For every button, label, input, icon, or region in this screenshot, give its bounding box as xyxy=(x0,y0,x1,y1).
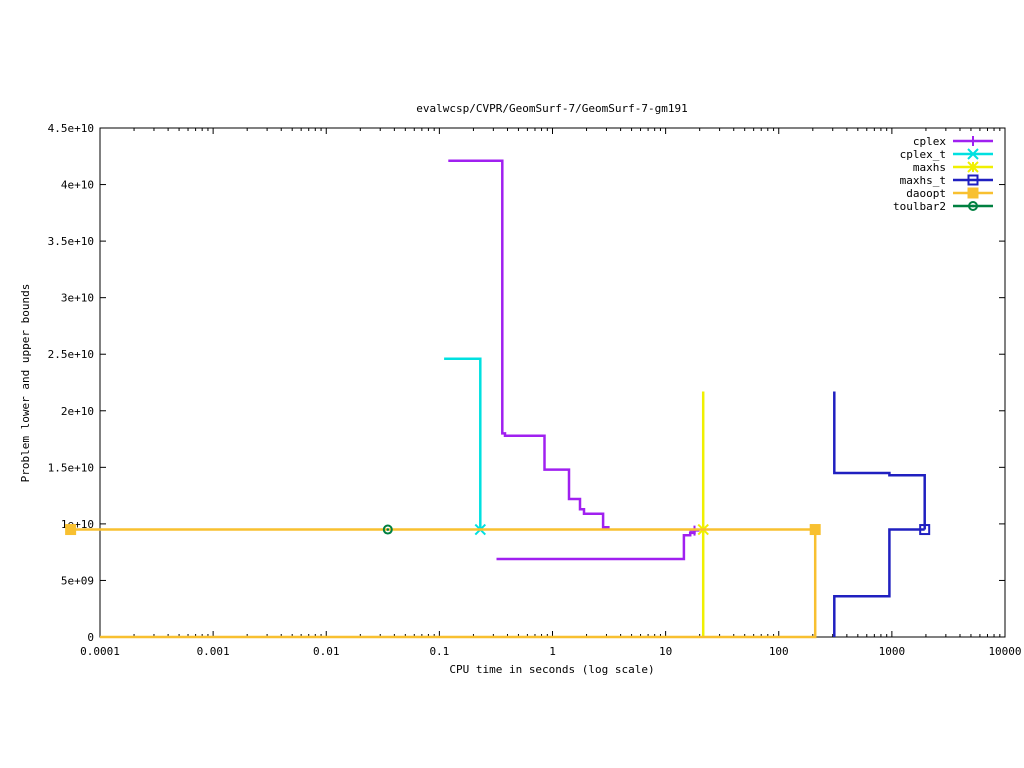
series-line xyxy=(448,159,610,529)
y-tick-label: 2e+10 xyxy=(61,405,94,418)
legend-marker xyxy=(967,187,979,199)
y-tick-label: 4.5e+10 xyxy=(48,122,94,135)
series-daoopt xyxy=(65,524,821,639)
legend-entry: maxhs xyxy=(913,161,993,174)
data-point xyxy=(65,524,77,536)
legend-entry: maxhs_t xyxy=(900,174,993,187)
y-tick-label: 3.5e+10 xyxy=(48,235,94,248)
series-line xyxy=(100,529,817,639)
series-line xyxy=(833,391,926,530)
legend-label: cplex_t xyxy=(900,148,946,161)
series-toulbar2 xyxy=(382,524,393,535)
legend-marker xyxy=(967,161,979,173)
y-tick-label: 3e+10 xyxy=(61,292,94,305)
x-tick-label: 1000 xyxy=(879,645,906,658)
x-tick-label: 10000 xyxy=(988,645,1021,658)
legend-entry: cplex_t xyxy=(900,148,993,161)
data-point xyxy=(809,524,821,536)
chart-title: evalwcsp/CVPR/GeomSurf-7/GeomSurf-7-gm19… xyxy=(416,102,688,115)
series-cplex xyxy=(448,159,700,561)
legend-label: maxhs_t xyxy=(900,174,946,187)
series-line xyxy=(496,529,696,561)
legend-entry: cplex xyxy=(913,135,993,148)
y-tick-label: 5e+09 xyxy=(61,574,94,587)
legend-marker xyxy=(967,148,979,160)
series-maxhs-t xyxy=(833,391,931,637)
series-maxhs xyxy=(697,391,709,637)
x-tick-label: 0.0001 xyxy=(80,645,120,658)
series-cplex-t xyxy=(444,357,487,536)
x-tick-label: 10 xyxy=(659,645,672,658)
legend-label: maxhs xyxy=(913,161,946,174)
data-point xyxy=(382,524,393,535)
x-tick-label: 0.1 xyxy=(429,645,449,658)
legend-label: toulbar2 xyxy=(893,200,946,213)
x-tick-label: 0.001 xyxy=(197,645,230,658)
x-tick-label: 100 xyxy=(769,645,789,658)
axes: 0.0001 0.001 0.01 0.1 1 10 100 1000 10000 0 5e+09 1… xyxy=(48,122,1022,658)
legend-label: cplex xyxy=(913,135,946,148)
data-point xyxy=(919,524,931,536)
legend-marker xyxy=(968,136,978,146)
legend-label: daoopt xyxy=(906,187,946,200)
y-tick-label: 4e+10 xyxy=(61,179,94,192)
y-axis-label: Problem lower and upper bounds xyxy=(19,284,32,483)
series-layer xyxy=(65,159,931,639)
y-tick-label: 2.5e+10 xyxy=(48,348,94,361)
x-tick-label: 1 xyxy=(549,645,556,658)
legend-entry: daoopt xyxy=(906,187,993,200)
series-line xyxy=(444,357,482,530)
y-tick-label: 1.5e+10 xyxy=(48,461,94,474)
legend-entry: toulbar2 xyxy=(893,200,993,213)
legend-marker xyxy=(967,174,979,186)
series-line xyxy=(833,528,925,637)
x-tick-label: 0.01 xyxy=(313,645,340,658)
y-tick-label: 0 xyxy=(87,631,94,644)
plot-frame xyxy=(99,127,1006,638)
x-axis-label: CPU time in seconds (log scale) xyxy=(449,663,654,676)
legend-marker xyxy=(968,201,978,211)
